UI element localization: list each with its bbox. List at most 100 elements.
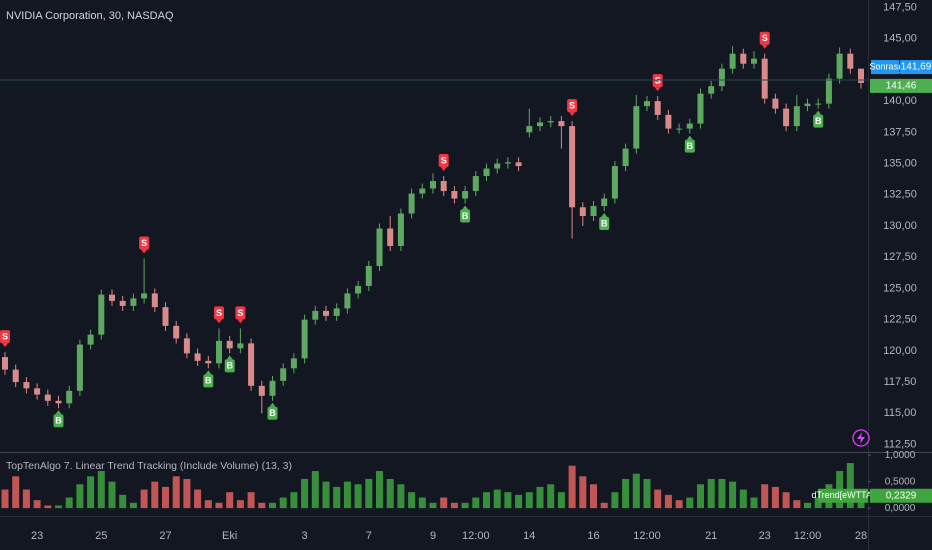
candle-body	[462, 191, 469, 199]
histogram-bar	[525, 492, 533, 509]
y-tick-label: 1,0000	[885, 450, 916, 461]
candle-body	[793, 106, 800, 127]
candle-body	[205, 360, 212, 364]
candle-body	[611, 166, 618, 199]
signal-pointer	[205, 370, 212, 375]
signal: S	[235, 306, 246, 324]
price-tag-label: 141,46	[886, 81, 917, 92]
y-tick-label: 132,50	[883, 189, 917, 201]
signal: B	[813, 110, 824, 128]
signal-pointer	[761, 44, 768, 49]
y-tick-label: 127,50	[883, 251, 917, 263]
histogram-bar	[568, 465, 576, 509]
alert-ring[interactable]	[852, 429, 870, 447]
candle-body	[183, 338, 190, 354]
histogram-bar	[172, 476, 180, 509]
histogram-bar	[151, 481, 159, 509]
x-tick-label: 9	[430, 530, 436, 542]
signal-label: B	[462, 211, 469, 221]
histogram-bar	[140, 489, 148, 509]
signal-box	[460, 209, 471, 223]
candle-body	[130, 298, 137, 306]
candle-body	[258, 385, 265, 396]
histogram-bar	[493, 489, 501, 509]
candle-body	[34, 388, 41, 395]
histogram-bar	[301, 478, 309, 509]
candle-body	[290, 358, 297, 369]
candle-body	[579, 207, 586, 217]
readout-value-box	[870, 488, 932, 503]
y-tick-label: 122,50	[883, 314, 917, 326]
candle-body	[825, 78, 832, 104]
histogram-bar	[247, 492, 255, 509]
histogram-bar	[429, 502, 437, 509]
x-tick-label: 25	[95, 530, 107, 542]
histogram-bar	[611, 492, 619, 509]
candle-body	[87, 334, 94, 345]
candle-body	[569, 126, 576, 208]
y-tick-label: 0,5000	[885, 476, 916, 487]
histogram-bar	[515, 494, 523, 509]
signal: S	[214, 306, 224, 324]
candle-body	[751, 58, 757, 64]
histogram-bar	[804, 502, 811, 509]
histogram-bar	[504, 492, 512, 509]
signal: B	[203, 370, 214, 388]
histogram-bar	[718, 478, 726, 509]
histogram-bar	[354, 484, 362, 509]
signal-box	[813, 114, 824, 128]
candle-body	[472, 176, 479, 192]
signal-box	[438, 154, 449, 168]
alert-icon[interactable]	[852, 429, 870, 447]
signal-label: S	[441, 155, 447, 165]
histogram-bar	[44, 505, 52, 509]
candle-body	[173, 325, 180, 339]
histogram-bar	[226, 492, 234, 509]
x-tick-label: 23	[759, 530, 771, 542]
signal-label: B	[55, 416, 62, 426]
candle-body	[815, 103, 822, 105]
histogram-bar	[322, 481, 330, 509]
readout-value: 0,2329	[886, 490, 917, 501]
candle-body	[601, 198, 608, 207]
histogram-bar	[269, 502, 276, 509]
candle-body	[590, 206, 597, 217]
candle-body	[686, 123, 693, 129]
histogram-bar	[697, 484, 704, 509]
x-tick-label: 12:00	[794, 530, 822, 542]
histogram-bar	[215, 502, 223, 509]
histogram-bar	[129, 502, 137, 509]
histogram-bar	[418, 497, 426, 509]
candle-body	[644, 101, 650, 107]
histogram-bar	[643, 478, 651, 509]
price-tag-box	[900, 60, 932, 75]
signal-label: S	[762, 33, 768, 43]
x-tick-label: 28	[855, 530, 867, 542]
histogram-bar	[739, 489, 747, 509]
histogram-bar	[386, 478, 394, 509]
signal-box	[224, 359, 235, 373]
candle-body	[547, 121, 554, 123]
candle-body	[537, 122, 543, 127]
candle-body	[216, 340, 222, 364]
candle-body	[804, 103, 811, 107]
histogram-bar	[194, 489, 202, 509]
candle-body	[783, 108, 790, 127]
candle-body	[237, 343, 244, 349]
signal-pointer	[686, 135, 693, 140]
x-tick-label: 12:00	[633, 530, 661, 542]
y-tick-label: 135,00	[883, 157, 917, 169]
signal-pointer	[269, 402, 276, 407]
candle-body	[280, 368, 287, 381]
y-tick-label: 137,50	[883, 126, 917, 138]
x-tick-label: 7	[366, 530, 372, 542]
histogram-bar	[33, 500, 41, 509]
signal-box	[53, 414, 64, 428]
candle-body	[151, 293, 158, 308]
y-tick-label: 130,00	[883, 220, 917, 232]
signal-pointer	[216, 319, 222, 324]
candle-body	[440, 181, 447, 192]
candle-body	[141, 293, 148, 299]
alert-bolt[interactable]	[857, 432, 865, 444]
